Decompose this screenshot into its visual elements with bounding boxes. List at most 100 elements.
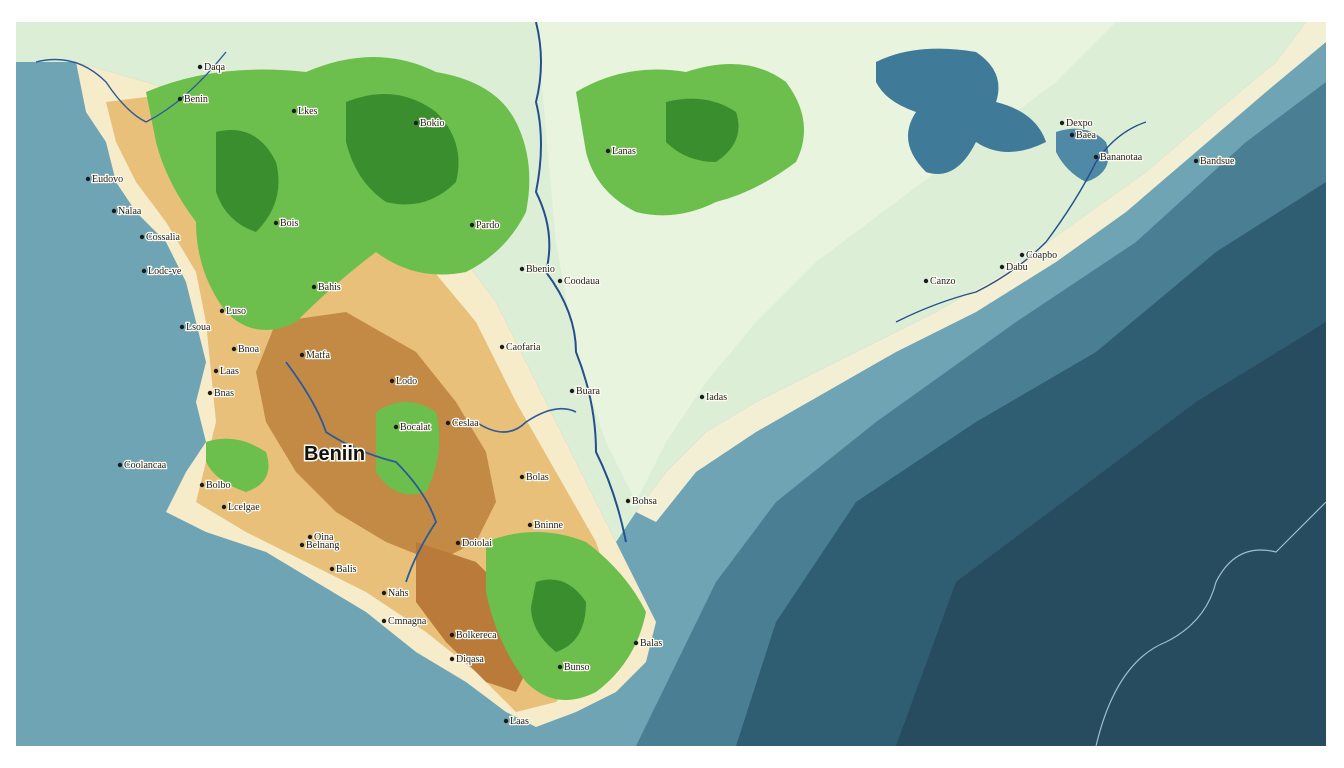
place-label[interactable]: Nalaa [117, 205, 143, 219]
place-marker[interactable] [699, 394, 705, 400]
place-label[interactable]: Bninne [533, 519, 565, 533]
place-label[interactable]: Luso [225, 305, 248, 319]
place-marker[interactable] [1059, 120, 1065, 126]
place-label[interactable]: Matfa [305, 349, 332, 363]
place-label[interactable]: Laas [509, 715, 530, 729]
place-label[interactable]: Qina [313, 531, 336, 545]
place-marker[interactable] [141, 268, 147, 274]
place-marker[interactable] [1093, 154, 1099, 160]
place-marker[interactable] [299, 352, 305, 358]
place-label[interactable]: Bunso [563, 661, 591, 675]
place-label[interactable]: Bahis [317, 281, 342, 295]
place-marker[interactable] [299, 542, 305, 548]
place-label[interactable]: Coodaua [563, 275, 602, 289]
place-marker[interactable] [1069, 132, 1075, 138]
place-label[interactable]: Caofaria [505, 341, 542, 355]
place-label[interactable]: Bolas [525, 471, 550, 485]
place-marker[interactable] [177, 96, 183, 102]
place-marker[interactable] [557, 664, 563, 670]
place-marker[interactable] [219, 308, 225, 314]
place-label[interactable]: Bokio [419, 117, 446, 131]
place-label[interactable]: Nahs [387, 587, 410, 601]
place-label[interactable]: Dabu [1005, 261, 1029, 275]
place-marker[interactable] [291, 108, 297, 114]
place-label[interactable]: Lcelgae [227, 501, 262, 515]
place-marker[interactable] [413, 120, 419, 126]
place-label[interactable]: Lanas [611, 145, 637, 159]
place-marker[interactable] [557, 278, 563, 284]
place-marker[interactable] [527, 522, 533, 528]
place-marker[interactable] [393, 424, 399, 430]
place-label[interactable]: Balas [639, 637, 664, 651]
place-label[interactable]: Balis [335, 563, 358, 577]
place-label[interactable]: Lsoua [185, 321, 213, 335]
place-label[interactable]: Coolancaa [123, 459, 168, 473]
place-label[interactable]: Daqa [203, 61, 227, 75]
place-label[interactable]: Canzo [929, 275, 957, 289]
place-marker[interactable] [213, 368, 219, 374]
place-label[interactable]: Bnoa [237, 343, 261, 357]
place-label[interactable]: Bandsue [1199, 155, 1237, 169]
place-marker[interactable] [1193, 158, 1199, 164]
place-marker[interactable] [569, 388, 575, 394]
place-marker[interactable] [199, 482, 205, 488]
place-label[interactable]: Belnang [305, 539, 341, 553]
place-label[interactable]: Coapbo [1025, 249, 1059, 263]
place-label[interactable]: Bbenio [525, 263, 556, 277]
place-marker[interactable] [605, 148, 611, 154]
place-label[interactable]: Dexpo [1065, 117, 1094, 131]
place-label[interactable]: Lkes [297, 105, 319, 119]
place-marker[interactable] [381, 590, 387, 596]
map-frame[interactable]: Daqa Benin Lkes Bokio Eudovo Nalaa Cossalia Lod… [16, 22, 1326, 746]
place-marker[interactable] [117, 462, 123, 468]
place-marker[interactable] [311, 284, 317, 290]
place-marker[interactable] [207, 390, 213, 396]
place-marker[interactable] [1019, 252, 1025, 258]
place-marker[interactable] [633, 640, 639, 646]
place-marker[interactable] [923, 278, 929, 284]
place-label[interactable]: Bananotaa [1099, 151, 1144, 165]
place-label[interactable]: Iadas [705, 391, 729, 405]
place-label[interactable]: Eudovo [91, 173, 125, 187]
place-marker[interactable] [381, 618, 387, 624]
place-label[interactable]: Ceslaa [451, 417, 481, 431]
place-marker[interactable] [449, 656, 455, 662]
place-marker[interactable] [455, 540, 461, 546]
place-marker[interactable] [179, 324, 185, 330]
place-label[interactable]: Bohsa [631, 495, 659, 509]
place-label[interactable]: Cossalia [145, 231, 182, 245]
place-label[interactable]: Bocalat [399, 421, 432, 435]
place-label[interactable]: Laas [219, 365, 240, 379]
place-label[interactable]: Bolkereca [455, 629, 499, 643]
place-label[interactable]: Cmnagna [387, 615, 428, 629]
place-marker[interactable] [519, 266, 525, 272]
place-marker[interactable] [389, 378, 395, 384]
place-label[interactable]: Diqasa [455, 653, 486, 667]
place-marker[interactable] [307, 534, 313, 540]
place-label[interactable]: Buara [575, 385, 602, 399]
place-marker[interactable] [231, 346, 237, 352]
place-marker[interactable] [503, 718, 509, 724]
place-marker[interactable] [999, 264, 1005, 270]
place-marker[interactable] [445, 420, 451, 426]
place-label[interactable]: Bolbo [205, 479, 232, 493]
place-marker[interactable] [469, 222, 475, 228]
place-marker[interactable] [85, 176, 91, 182]
place-label[interactable]: Bois [279, 217, 300, 231]
place-label[interactable]: Baea [1075, 129, 1098, 143]
place-label[interactable]: Bnas [213, 387, 236, 401]
place-label[interactable]: Pardo [475, 219, 501, 233]
place-label[interactable]: Lodc-ve [147, 265, 183, 279]
place-marker[interactable] [499, 344, 505, 350]
place-marker[interactable] [329, 566, 335, 572]
place-label[interactable]: Doiolai [461, 537, 494, 551]
place-marker[interactable] [449, 632, 455, 638]
place-marker[interactable] [625, 498, 631, 504]
place-marker[interactable] [519, 474, 525, 480]
place-marker[interactable] [111, 208, 117, 214]
place-label[interactable]: Benin [183, 93, 209, 107]
place-label[interactable]: Lodo [395, 375, 419, 389]
place-marker[interactable] [273, 220, 279, 226]
place-marker[interactable] [197, 64, 203, 70]
